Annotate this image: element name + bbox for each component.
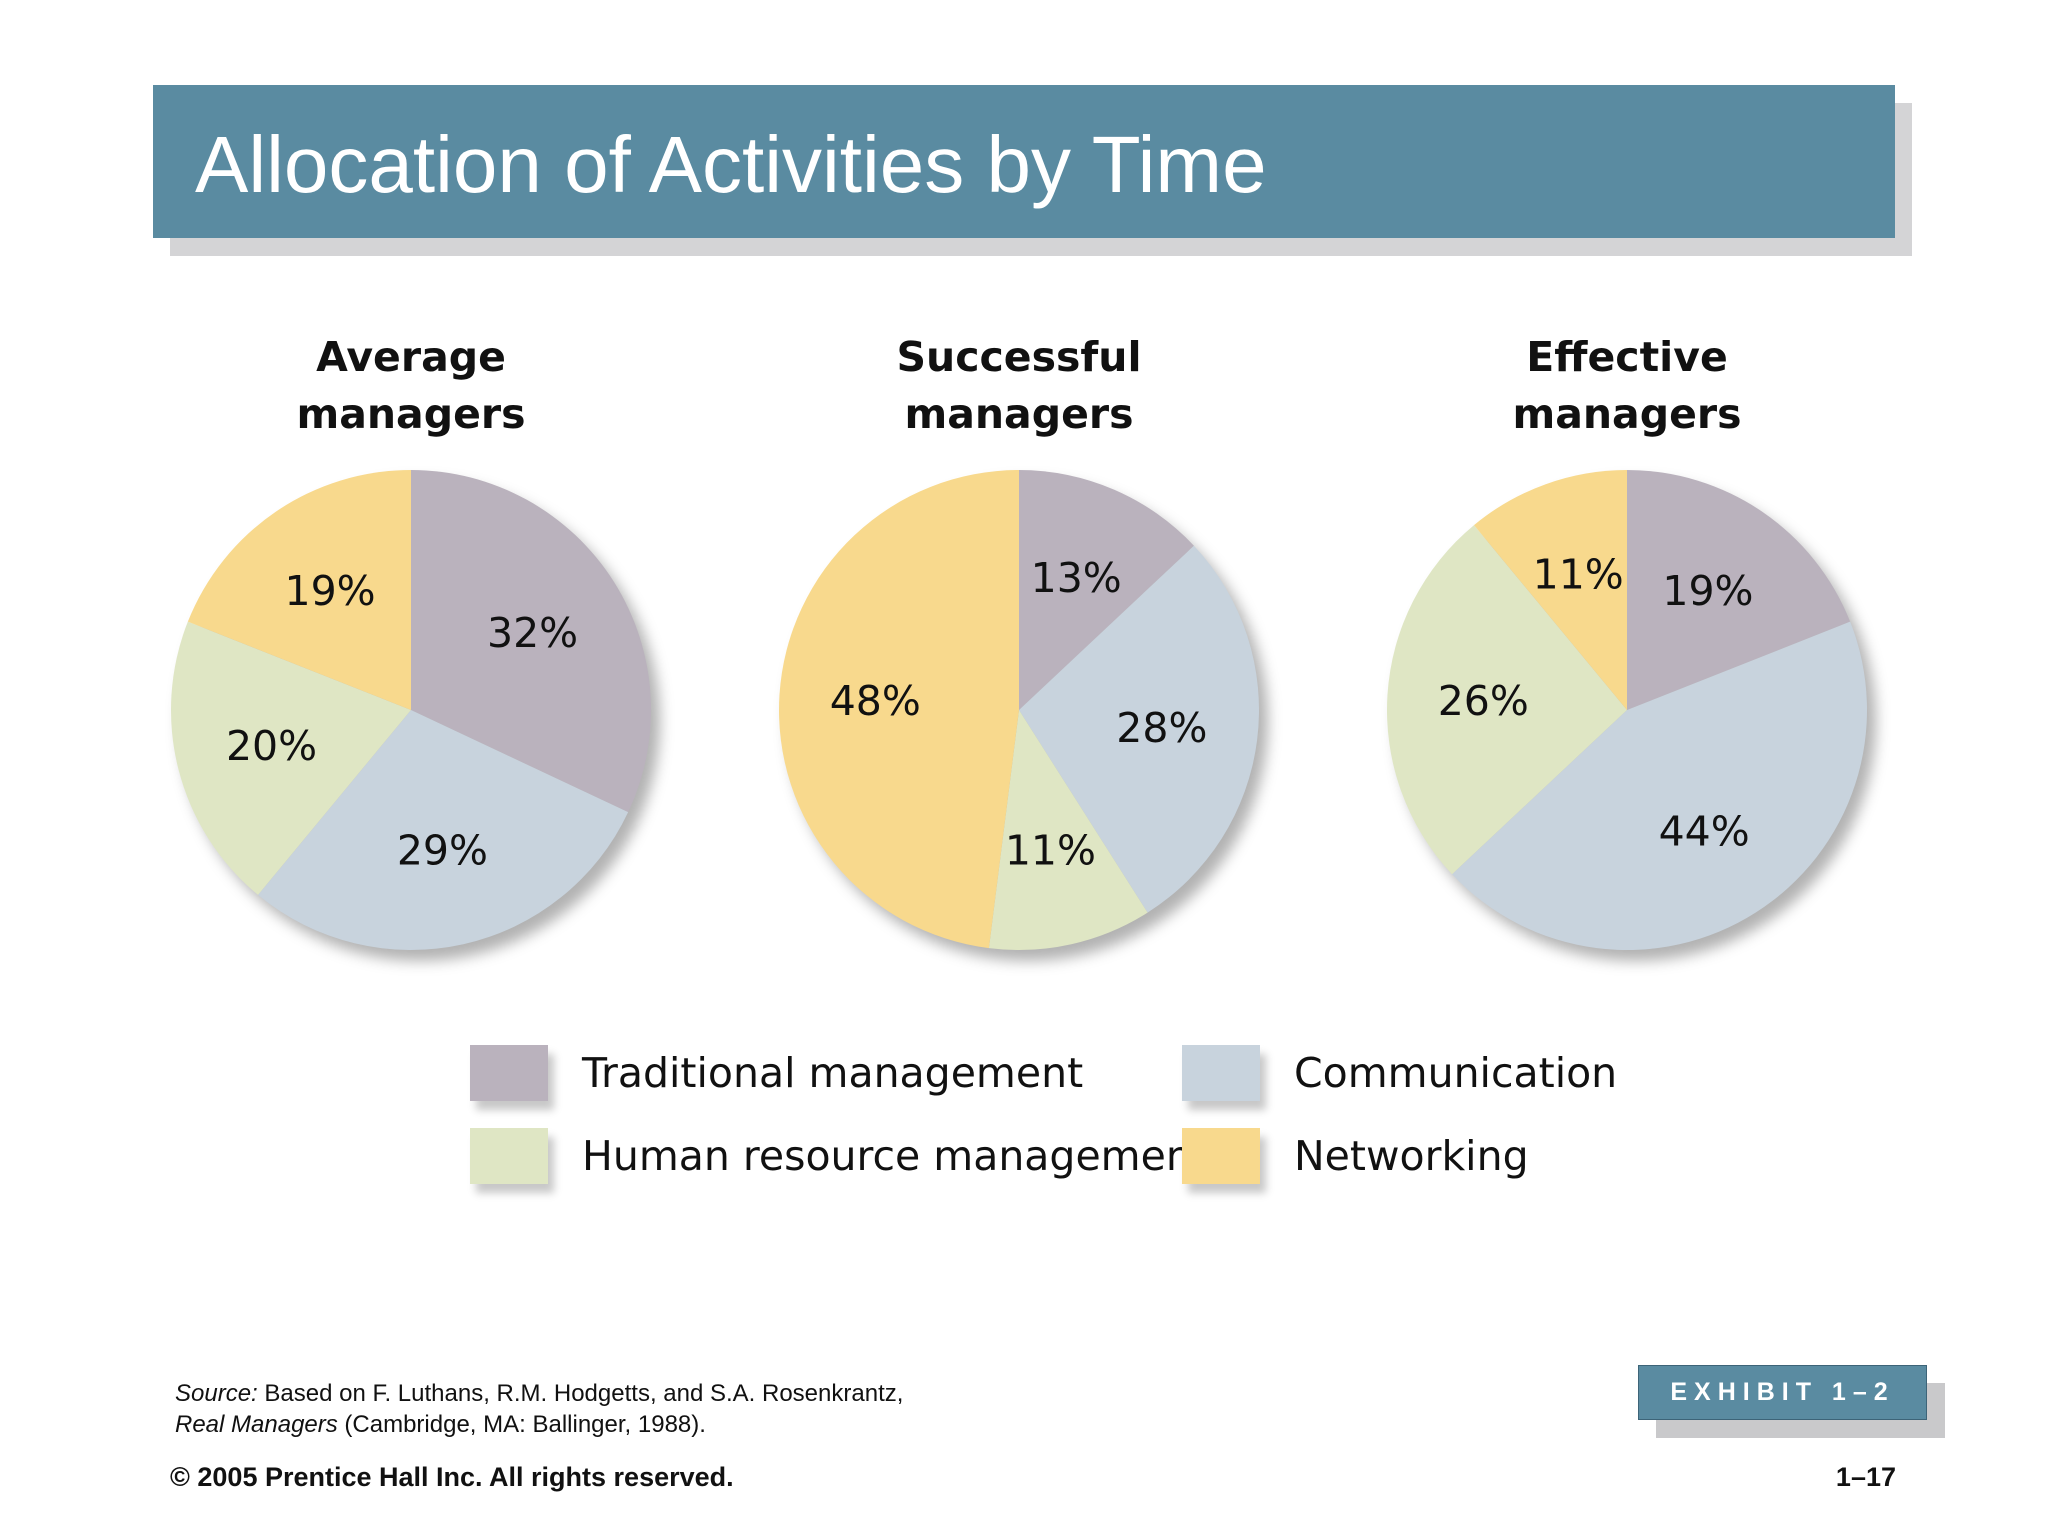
legend-swatch-human-resource (470, 1128, 548, 1184)
pie-slice-human-resource-management (988, 710, 1148, 950)
pie-label-human-resource-management: 20% (226, 722, 317, 770)
legend-label-traditional: Traditional management (582, 1049, 1084, 1097)
legend: Traditional management Communication Hum… (470, 1045, 1620, 1195)
pie-slice-networking (1474, 470, 1627, 710)
pie-slice-communication (1019, 545, 1260, 913)
pie-title-line: Average (316, 333, 506, 381)
pie-slice-human-resource-management (170, 621, 411, 895)
source-text-line1: Based on F. Luthans, R.M. Hodgetts, and … (264, 1380, 904, 1407)
pie-title-line: Successful (896, 333, 1141, 381)
pie-slice-communication (258, 710, 629, 950)
pie-slice-traditional-management (1019, 470, 1194, 710)
source-label: Source: (175, 1380, 258, 1407)
pie-label-networking: 48% (830, 677, 921, 725)
slide-title: Allocation of Activities by Time (195, 120, 1267, 209)
source-book-title: Real Managers (175, 1411, 338, 1438)
pie-label-traditional-management: 19% (1662, 567, 1753, 615)
legend-swatch-communication (1182, 1045, 1260, 1101)
pie-label-communication: 29% (397, 827, 488, 875)
copyright: © 2005 Prentice Hall Inc. All rights res… (170, 1462, 734, 1492)
pie-slice-traditional-management (411, 470, 651, 813)
pie-label-networking: 19% (284, 567, 375, 615)
pie-title-line: Effective (1526, 333, 1728, 381)
pie-slice-networking (779, 470, 1019, 949)
legend-swatch-traditional (470, 1045, 548, 1101)
legend-label-networking: Networking (1294, 1132, 1529, 1180)
pie-title-line: managers (904, 390, 1133, 438)
pie-title-line: managers (296, 390, 525, 438)
title-bar: Allocation of Activities by Time (153, 85, 1895, 238)
exhibit-badge: EXHIBIT 1–2 (1638, 1365, 1927, 1420)
pie-label-human-resource-management: 11% (1005, 827, 1096, 875)
pie-slice-communication (1452, 621, 1868, 951)
pie-chart-3: Effective managers 19% 44% 26% 11% (1386, 333, 1876, 961)
source-note: Source: Based on F. Luthans, R.M. Hodget… (175, 1378, 903, 1440)
legend-label-human-resource: Human resource management (582, 1132, 1208, 1180)
pie-label-communication: 44% (1659, 808, 1750, 856)
legend-label-communication: Communication (1294, 1049, 1618, 1097)
pie-title-line: managers (1512, 390, 1741, 438)
pie-label-networking: 11% (1533, 551, 1624, 599)
page-number: 1–17 (1835, 1462, 1896, 1492)
pie-slice-human-resource-management (1386, 525, 1627, 875)
source-text-line2: (Cambridge, MA: Ballinger, 1988). (344, 1411, 706, 1438)
pie-label-traditional-management: 32% (487, 609, 578, 657)
pie-label-communication: 28% (1116, 704, 1207, 752)
pie-chart-1: Average managers 32% 29% 20% 19% (170, 333, 660, 961)
legend-swatch-networking (1182, 1128, 1260, 1184)
pie-label-traditional-management: 13% (1031, 554, 1122, 602)
pie-slice-networking (187, 470, 411, 710)
pie-chart-2: Successful managers 13% 28% 11% 48% (779, 333, 1268, 961)
pie-slice-traditional-management (1627, 470, 1851, 710)
pie-label-human-resource-management: 26% (1438, 677, 1529, 725)
